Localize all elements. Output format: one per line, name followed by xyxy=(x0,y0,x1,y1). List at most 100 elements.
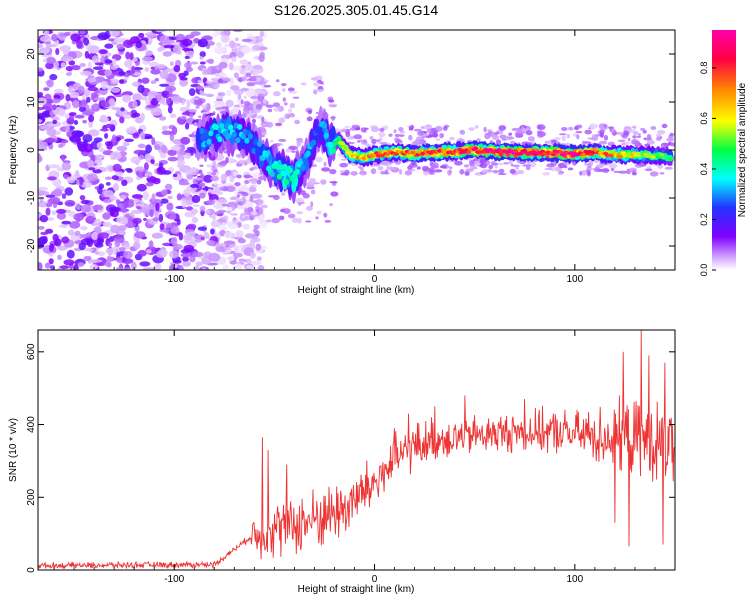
noise-cell xyxy=(193,99,198,105)
ridge-cell xyxy=(655,155,661,159)
noise-cell xyxy=(199,192,206,199)
noise-cell xyxy=(314,75,323,81)
noise-cell xyxy=(329,203,333,207)
noise-cell xyxy=(398,134,405,137)
noise-cell xyxy=(148,61,160,67)
noise-cell xyxy=(63,259,75,266)
noise-cell xyxy=(249,252,256,259)
noise-cell xyxy=(247,207,254,213)
noise-cell xyxy=(172,173,178,177)
noise-cell xyxy=(249,175,253,178)
noise-cell xyxy=(414,139,423,144)
noise-cell xyxy=(211,83,216,89)
noise-cell xyxy=(439,165,447,169)
noise-cell xyxy=(282,208,291,215)
noise-cell xyxy=(105,182,111,186)
noise-cell xyxy=(210,220,221,228)
noise-cell xyxy=(643,137,647,140)
noise-cell xyxy=(212,160,217,167)
noise-cell xyxy=(251,44,261,51)
noise-cell xyxy=(91,55,100,63)
noise-cell xyxy=(76,138,82,145)
noise-cell xyxy=(72,83,80,90)
noise-cell xyxy=(168,87,173,97)
noise-cell xyxy=(544,168,553,170)
noise-cell xyxy=(156,94,162,102)
noise-cell xyxy=(296,211,304,215)
noise-cell xyxy=(459,129,466,135)
noise-cell xyxy=(623,130,627,134)
noise-cell xyxy=(315,156,323,163)
ridge-cell xyxy=(336,137,342,141)
noise-cell xyxy=(91,105,97,111)
noise-cell xyxy=(328,99,335,103)
noise-cell xyxy=(150,159,155,165)
noise-cell xyxy=(256,256,262,262)
noise-cell xyxy=(184,152,192,159)
noise-cell xyxy=(243,217,251,221)
noise-cell xyxy=(222,264,230,270)
noise-cell xyxy=(255,209,260,213)
noise-cell xyxy=(80,199,90,205)
ridge-cell xyxy=(237,123,243,130)
noise-cell xyxy=(509,168,516,174)
noise-cell xyxy=(49,110,54,117)
noise-cell xyxy=(255,104,263,110)
noise-cell xyxy=(168,81,175,86)
noise-cell xyxy=(58,143,64,148)
noise-cell xyxy=(212,214,216,221)
noise-cell xyxy=(388,133,393,137)
noise-cell xyxy=(624,141,631,146)
noise-cell xyxy=(144,67,150,72)
noise-cell xyxy=(122,94,132,103)
noise-cell xyxy=(126,111,132,115)
noise-cell xyxy=(669,132,674,137)
noise-cell xyxy=(476,138,481,141)
noise-cell xyxy=(491,135,500,140)
noise-cell xyxy=(176,150,186,156)
noise-cell xyxy=(92,66,104,70)
noise-cell xyxy=(137,143,146,149)
y-tick-label: 10 xyxy=(26,96,37,108)
noise-cell xyxy=(263,84,272,88)
noise-cell xyxy=(105,176,113,180)
noise-cell xyxy=(159,70,169,80)
noise-cell xyxy=(87,78,97,83)
noise-cell xyxy=(151,97,159,106)
noise-cell xyxy=(137,84,145,94)
noise-cell xyxy=(182,261,192,267)
noise-cell xyxy=(359,166,364,171)
noise-cell xyxy=(151,193,156,203)
spectrogram-x-label: Height of straight line (km) xyxy=(298,285,415,296)
noise-cell xyxy=(112,163,122,172)
noise-cell xyxy=(435,138,441,141)
noise-cell xyxy=(161,170,172,175)
noise-cell xyxy=(161,144,168,154)
noise-cell xyxy=(575,131,583,134)
noise-cell xyxy=(79,195,86,201)
noise-cell xyxy=(289,102,296,109)
noise-cell xyxy=(250,261,262,265)
ridge-cell xyxy=(659,153,665,157)
noise-cell xyxy=(187,223,197,230)
noise-cell xyxy=(664,166,673,170)
noise-cell xyxy=(422,133,430,137)
noise-cell xyxy=(632,135,637,139)
noise-cell xyxy=(497,162,504,166)
noise-cell xyxy=(44,137,56,144)
noise-cell xyxy=(282,88,286,92)
noise-cell xyxy=(143,218,147,221)
ridge-cell xyxy=(260,154,266,161)
ridge-cell xyxy=(332,142,338,146)
noise-cell xyxy=(330,191,339,197)
noise-cell xyxy=(181,38,193,47)
noise-cell xyxy=(297,202,306,204)
noise-cell xyxy=(287,213,296,219)
noise-cell xyxy=(248,78,257,82)
noise-cell xyxy=(97,251,106,256)
noise-cell xyxy=(141,56,154,62)
noise-cell xyxy=(234,198,244,202)
noise-cell xyxy=(636,135,642,138)
noise-cell xyxy=(168,213,177,220)
